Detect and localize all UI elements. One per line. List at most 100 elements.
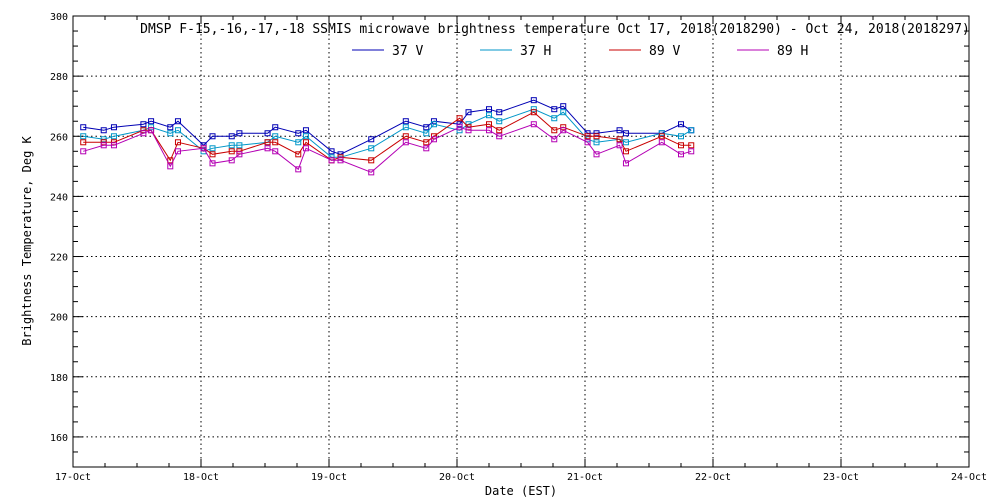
data-point-37-h: [228, 142, 235, 149]
series-line-89-h: [83, 123, 692, 173]
data-point-37-v: [174, 118, 181, 125]
data-point-37-h: [486, 112, 492, 119]
data-point-89-h: [228, 157, 235, 164]
data-point-89-h: [167, 163, 174, 170]
data-point-37-v: [236, 130, 243, 137]
data-point-37-v: [295, 130, 302, 137]
data-point-89-h: [560, 127, 567, 134]
chart-title: DMSP F-15,-16,-17,-18 SSMIS microwave br…: [140, 22, 970, 37]
legend-label: 89 V: [649, 44, 680, 59]
series-89-h: [80, 121, 695, 176]
data-point-89-h: [264, 145, 271, 152]
data-point-37-h: [272, 133, 279, 140]
data-point-89-v: [584, 133, 591, 140]
data-point-37-v: [622, 130, 629, 137]
series-line-37-v: [83, 99, 692, 155]
data-point-89-h: [80, 148, 87, 155]
data-point-89-v: [456, 115, 463, 122]
data-point-89-v: [551, 127, 558, 134]
data-point-37-v: [423, 124, 430, 131]
x-tick-label: 23-Oct: [823, 472, 859, 483]
data-point-89-v: [423, 139, 430, 146]
data-point-37-h: [593, 139, 600, 146]
data-point-89-h: [337, 157, 344, 164]
data-point-89-v: [486, 121, 492, 128]
y-tick-label: 280: [50, 72, 68, 83]
data-point-37-h: [80, 133, 87, 140]
data-point-37-v: [593, 130, 600, 137]
y-tick-label: 160: [50, 433, 68, 444]
data-point-89-v: [264, 139, 271, 146]
y-tick-label: 260: [50, 132, 68, 143]
x-tick-label: 20-Oct: [439, 472, 475, 483]
x-axis-label: Date (EST): [485, 484, 557, 498]
data-point-37-h: [402, 124, 409, 131]
legend-label: 89 H: [777, 44, 808, 59]
data-point-37-h: [148, 124, 155, 131]
data-point-37-v: [678, 121, 684, 128]
data-point-89-v: [616, 136, 623, 143]
data-point-89-v: [140, 127, 147, 134]
data-point-89-h: [209, 160, 216, 167]
data-point-89-h: [593, 151, 600, 158]
data-point-89-v: [658, 133, 665, 140]
data-point-89-h: [678, 151, 684, 158]
legend-label: 37 H: [520, 44, 551, 59]
data-point-89-v: [368, 157, 375, 164]
data-point-37-h: [560, 109, 567, 116]
data-point-89-v: [209, 151, 216, 158]
data-point-89-v: [530, 109, 537, 116]
series-layer: [80, 97, 695, 176]
data-point-37-h: [100, 136, 107, 143]
data-point-37-v: [209, 133, 216, 140]
data-point-89-h: [551, 136, 558, 143]
data-point-37-h: [678, 133, 684, 140]
data-point-89-h: [465, 127, 472, 134]
data-point-89-v: [688, 142, 695, 149]
data-point-89-h: [456, 124, 463, 131]
x-tick-label: 22-Oct: [695, 472, 731, 483]
x-tick-label: 19-Oct: [311, 472, 347, 483]
data-point-37-v: [272, 124, 279, 131]
data-point-89-h: [110, 142, 117, 149]
data-point-89-h: [688, 148, 695, 155]
data-point-37-v: [551, 106, 558, 113]
x-tick-label: 24-Oct: [951, 472, 987, 483]
axis-ticks: 17-Oct 18-Oct 19-Oct 20-Oct 21-Oct 22-Oct 23-O…: [50, 12, 987, 483]
data-point-37-v: [328, 148, 335, 155]
data-point-89-h: [302, 145, 309, 152]
data-point-89-h: [486, 127, 492, 134]
data-point-89-v: [560, 124, 567, 131]
data-point-89-v: [100, 139, 107, 146]
data-point-89-h: [368, 169, 375, 176]
x-tick-label: 17-Oct: [55, 472, 91, 483]
data-point-89-v: [272, 139, 279, 146]
data-point-89-v: [496, 127, 503, 134]
data-point-89-v: [228, 148, 235, 155]
data-point-37-v: [100, 127, 107, 134]
data-point-37-v: [110, 124, 117, 131]
data-point-89-h: [174, 148, 181, 155]
data-point-37-h: [551, 115, 558, 122]
gridlines: [73, 16, 969, 467]
data-point-37-v: [560, 103, 567, 110]
data-point-37-v: [368, 136, 375, 143]
y-tick-label: 220: [50, 253, 68, 264]
x-tick-label: 21-Oct: [567, 472, 603, 483]
data-point-37-v: [148, 118, 155, 125]
data-point-37-h: [174, 127, 181, 134]
legend-item-37-v: 37 V: [352, 44, 423, 59]
data-point-37-h: [496, 118, 503, 125]
data-point-89-h: [328, 157, 335, 164]
y-tick-label: 200: [50, 313, 68, 324]
data-point-37-h: [209, 145, 216, 152]
legend-item-37-h: 37 H: [480, 44, 551, 59]
series-37-v: [80, 97, 695, 158]
legend: 37 V 37 H 89 V 89 H: [352, 44, 808, 59]
legend-item-89-v: 89 V: [609, 44, 680, 59]
data-point-89-h: [658, 139, 665, 146]
data-point-37-v: [486, 106, 492, 113]
data-point-89-h: [584, 139, 591, 146]
data-point-89-v: [622, 148, 629, 155]
plot-frame: [72, 15, 970, 468]
